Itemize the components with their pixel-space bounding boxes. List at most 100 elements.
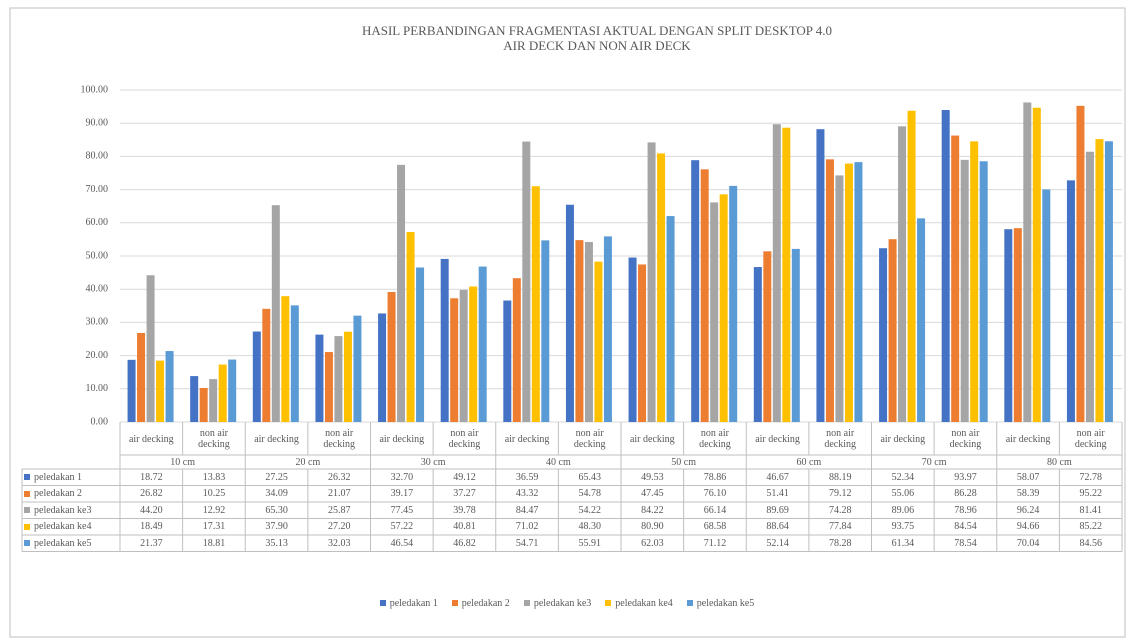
y-tick-label: 30.00 [86, 317, 109, 328]
legend-label: peledakan 2 [461, 598, 510, 609]
bar [719, 194, 728, 422]
table-value: 74.28 [828, 504, 852, 516]
table-value: 78.86 [703, 471, 727, 483]
table-value: 26.82 [140, 488, 163, 500]
bar [324, 352, 333, 422]
table-value: 55.06 [891, 488, 915, 500]
table-value: 77.84 [828, 521, 852, 533]
bar [907, 110, 916, 422]
table-swatch [24, 540, 30, 547]
table-value: 39.78 [453, 504, 476, 516]
x-tick-label: air decking [880, 433, 926, 445]
bar [1095, 139, 1104, 423]
group-label: 50 cm [671, 456, 696, 468]
group-label: 40 cm [546, 456, 571, 468]
bar [137, 332, 146, 422]
bar [1023, 102, 1032, 422]
table-value: 25.87 [327, 504, 351, 516]
chart-subtitle: AIR DECK DAN NON AIR DECK [503, 38, 691, 53]
table-series-label: peledakan 2 [24, 486, 120, 503]
bar [638, 264, 647, 422]
table-value: 18.49 [140, 521, 163, 533]
x-tick-label: air decking [379, 433, 425, 445]
x-tick-label: non air decking [573, 428, 606, 450]
table-value: 37.90 [265, 521, 288, 533]
bar [541, 240, 550, 422]
bar [816, 129, 825, 422]
bar [252, 331, 261, 422]
bar [1004, 229, 1013, 422]
bar [1066, 180, 1075, 422]
bar [1013, 228, 1022, 422]
bar [271, 205, 280, 422]
bar [729, 185, 738, 422]
table-value: 72.78 [1079, 471, 1102, 483]
table-value: 70.04 [1016, 537, 1040, 549]
table-value: 46.82 [453, 537, 476, 549]
bar [782, 127, 791, 422]
legend-item: peledakan ke3 [523, 598, 592, 609]
table-value: 65.30 [265, 504, 288, 516]
y-tick-label: 60.00 [86, 217, 109, 228]
bar [378, 313, 387, 422]
bar [700, 169, 709, 422]
legend-swatch [605, 600, 612, 606]
bar [315, 334, 324, 422]
table-value: 36.59 [515, 471, 539, 483]
bar [1076, 105, 1085, 422]
table-value: 96.24 [1016, 504, 1040, 516]
x-tick-label: non air decking [198, 428, 230, 450]
table-value: 49.12 [453, 471, 476, 483]
table-value: 43.32 [515, 488, 539, 500]
table-series-label: peledakan 1 [24, 469, 120, 486]
bar [772, 124, 781, 423]
bar [397, 164, 406, 422]
group-label: 20 cm [295, 456, 321, 468]
bar [416, 267, 425, 422]
bar [1085, 151, 1094, 422]
table-value: 12.92 [202, 504, 226, 516]
bar [1104, 141, 1113, 422]
legend: peledakan 1 peledakan 2 peledakan ke3 peled… [0, 598, 1134, 609]
table-value: 84.22 [641, 504, 664, 516]
table-value: 68.58 [703, 521, 727, 533]
table-value: 84.56 [1079, 537, 1102, 549]
table-value: 39.17 [390, 488, 414, 500]
group-label: 30 cm [420, 456, 446, 468]
table-value: 80.90 [641, 521, 664, 533]
table-series-name: peledakan 2 [34, 488, 83, 500]
table-value: 47.45 [641, 488, 664, 500]
legend-label: peledakan 1 [389, 598, 438, 609]
table-value: 57.22 [390, 521, 414, 533]
x-tick-label: non air decking [949, 428, 982, 450]
table-value: 71.02 [515, 521, 539, 533]
table-value: 85.22 [1079, 521, 1102, 533]
x-tick-label: air decking [504, 433, 550, 445]
legend-swatch [379, 600, 386, 606]
bar [753, 267, 762, 422]
bar [199, 387, 208, 422]
table-value: 21.07 [327, 488, 351, 500]
table-value: 35.13 [265, 537, 288, 549]
bar [603, 236, 612, 422]
legend-label: peledakan ke3 [533, 598, 592, 609]
table-series-name: peledakan ke3 [34, 504, 92, 516]
bar [522, 141, 531, 422]
group-label: 60 cm [796, 456, 822, 468]
bar [478, 266, 487, 422]
bar [584, 241, 593, 422]
table-value: 13.83 [202, 471, 226, 483]
table-value: 88.19 [828, 471, 852, 483]
bar [503, 300, 512, 422]
y-tick-label: 0.00 [91, 416, 109, 427]
x-tick-label: non air decking [448, 428, 481, 450]
table-value: 66.14 [703, 504, 727, 516]
table-value: 26.32 [327, 471, 351, 483]
bar [628, 257, 637, 422]
bar [825, 159, 834, 422]
bar [951, 135, 960, 422]
table-value: 76.10 [703, 488, 727, 500]
table-swatch [24, 474, 30, 481]
bar [146, 275, 155, 422]
